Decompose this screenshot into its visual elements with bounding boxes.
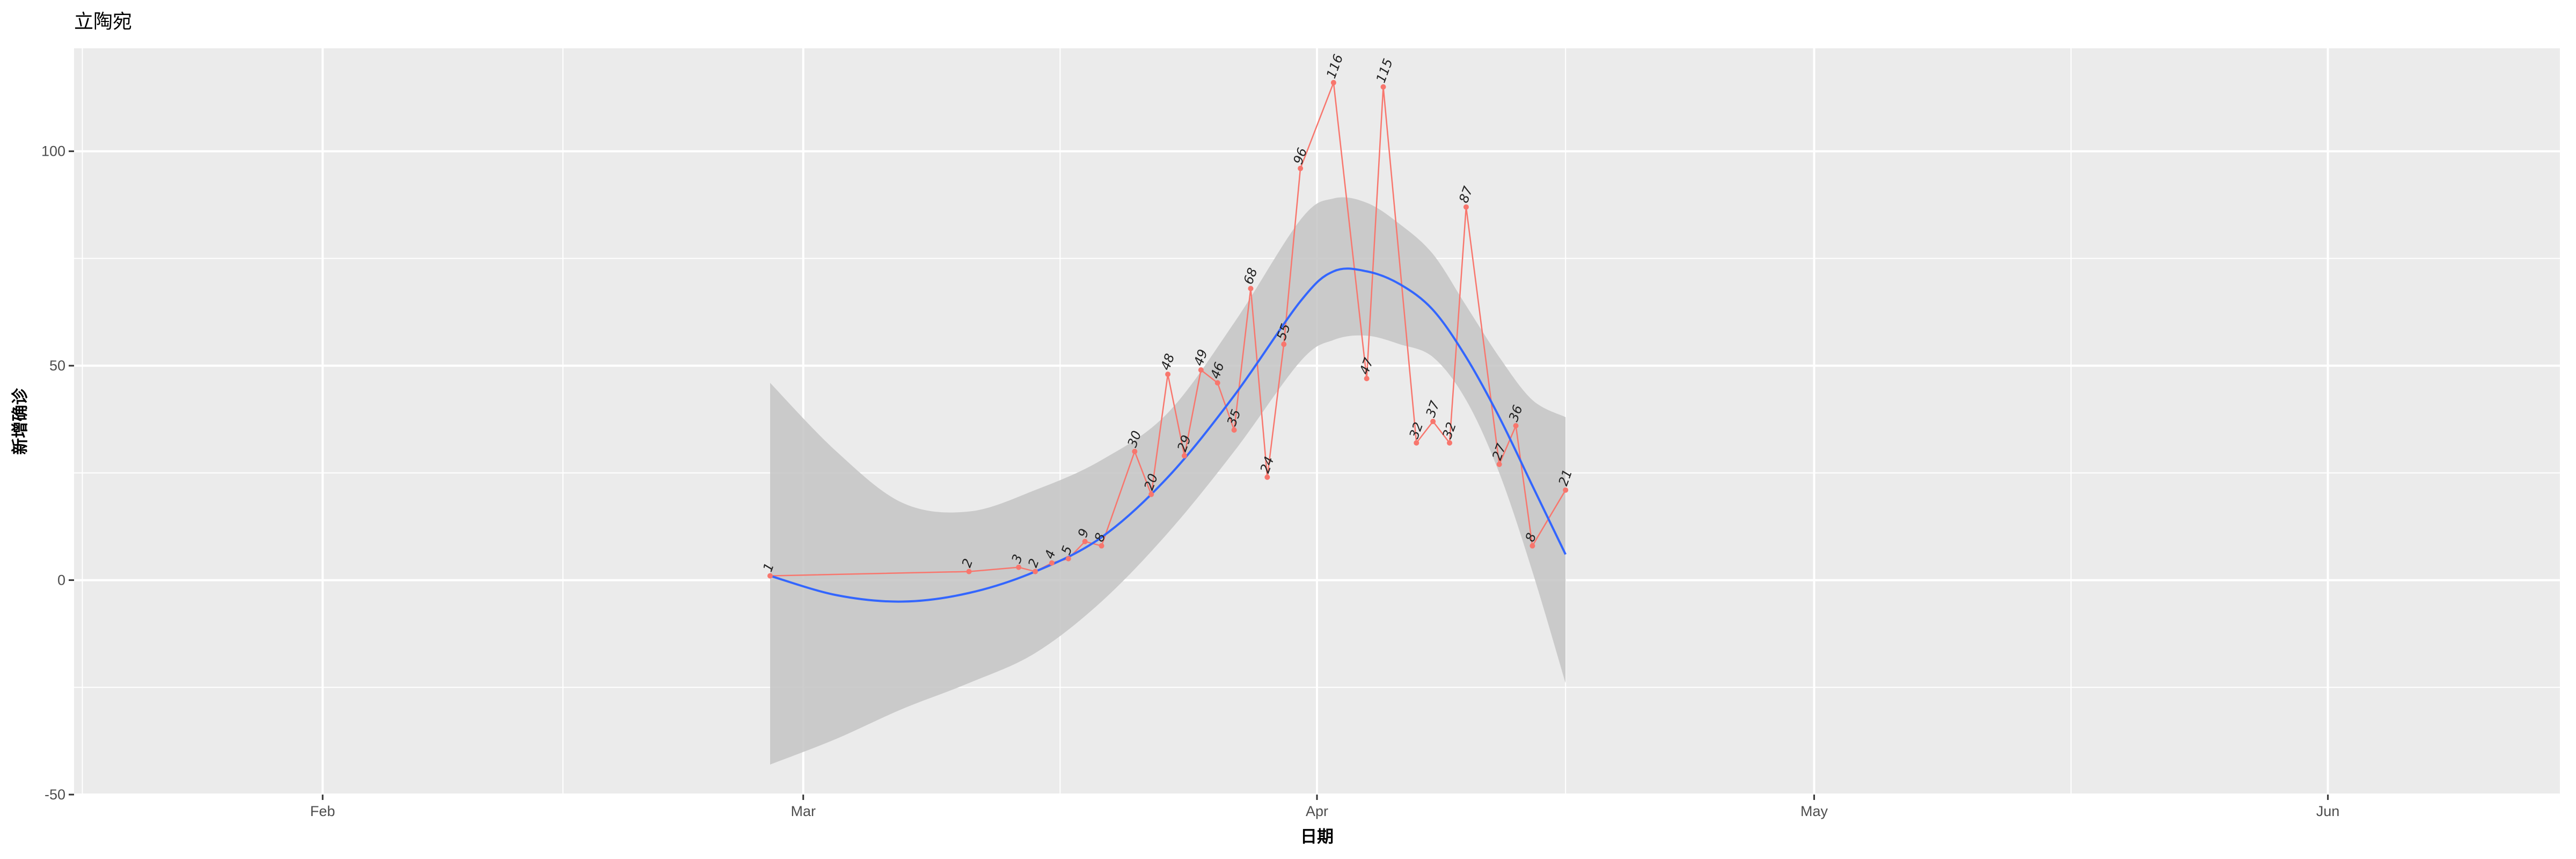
y-axis-title: 新增确诊 xyxy=(11,388,30,455)
data-point xyxy=(1281,341,1287,347)
smooth-line xyxy=(770,267,1567,603)
data-points xyxy=(767,79,1569,579)
data-point xyxy=(1380,84,1386,90)
data-point xyxy=(1264,474,1270,480)
data-point xyxy=(1181,453,1187,458)
data-point xyxy=(1049,560,1055,566)
data-point xyxy=(1198,367,1204,373)
data-point xyxy=(1430,419,1436,424)
data-point xyxy=(1298,165,1304,171)
data-point xyxy=(1065,556,1071,562)
x-tick-label: Apr xyxy=(1306,803,1328,819)
chart-title: 立陶宛 xyxy=(74,11,132,33)
data-point xyxy=(966,569,972,574)
data-point xyxy=(1496,461,1502,467)
x-tick-label: Jun xyxy=(2316,803,2340,819)
x-tick-label: Feb xyxy=(310,803,335,819)
y-tick-label: 0 xyxy=(57,572,65,588)
data-point xyxy=(1330,79,1336,85)
data-point xyxy=(1529,543,1535,549)
y-tick-label: 100 xyxy=(41,143,65,159)
y-tick-label: 50 xyxy=(49,358,65,374)
data-point xyxy=(1165,372,1171,377)
y-axis: -50 0 50 100 xyxy=(41,143,74,803)
data-point xyxy=(1082,538,1088,544)
data-point xyxy=(1099,543,1104,549)
data-point xyxy=(1148,491,1154,497)
data-point xyxy=(1132,448,1138,454)
x-tick-label: May xyxy=(1801,803,1828,819)
data-point xyxy=(1447,440,1453,446)
confidence-ribbon xyxy=(770,197,1566,765)
x-tick-label: Mar xyxy=(791,803,816,819)
data-point xyxy=(1414,440,1419,446)
data-point xyxy=(767,573,773,579)
data-point xyxy=(1231,427,1237,433)
data-point xyxy=(1214,380,1220,386)
data-point xyxy=(1033,569,1038,574)
y-tick-label: -50 xyxy=(45,787,65,803)
data-point xyxy=(1513,423,1519,428)
data-point xyxy=(1248,286,1254,292)
x-axis-title: 日期 xyxy=(1300,827,1334,847)
x-axis: Feb Mar Apr May Jun xyxy=(310,795,2340,819)
data-point xyxy=(1463,204,1469,210)
data-point xyxy=(1563,487,1569,493)
data-point xyxy=(1016,564,1022,570)
data-point xyxy=(1364,376,1370,382)
series-line xyxy=(770,82,1567,577)
